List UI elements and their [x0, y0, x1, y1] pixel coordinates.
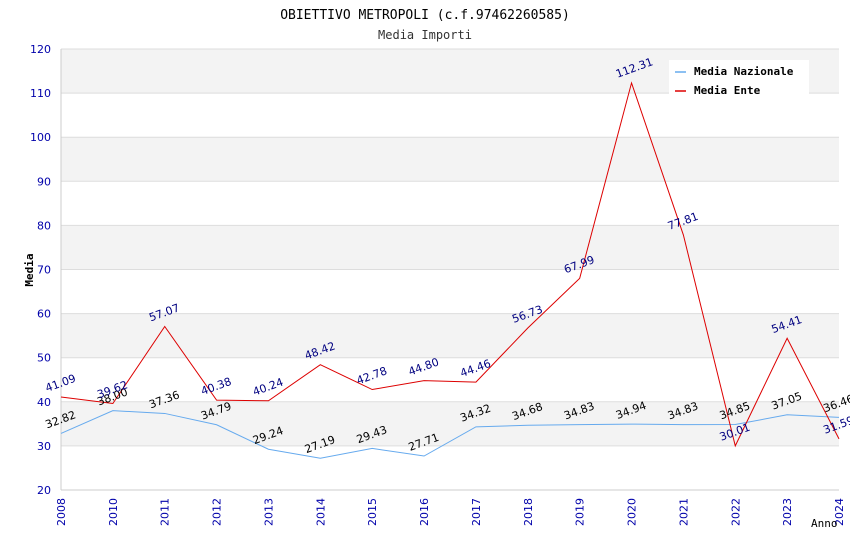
y-tick-label: 120: [30, 43, 51, 56]
y-axis-label: Media: [23, 253, 36, 286]
y-tick-label: 110: [30, 87, 51, 100]
x-tick-label: 2012: [211, 498, 224, 526]
x-tick-label: 2011: [159, 498, 172, 526]
plot-band: [61, 225, 839, 270]
x-tick-label: 2019: [574, 498, 587, 526]
x-tick-label: 2016: [418, 498, 431, 526]
plot-band: [61, 445, 839, 490]
x-tick-label: 2020: [626, 498, 639, 526]
x-tick-label: 2010: [107, 498, 120, 526]
y-tick-label: 70: [37, 264, 51, 277]
plot-band: [61, 137, 839, 182]
y-tick-label: 20: [37, 484, 51, 497]
legend-label-media-ente: Media Ente: [694, 84, 761, 97]
x-tick-label: 2021: [677, 498, 690, 526]
series-line-media-nazionale: [60, 410, 840, 459]
plot-band: [61, 181, 839, 226]
x-tick-label: 2013: [262, 498, 275, 526]
plot-band: [61, 357, 839, 402]
plot-band: [61, 269, 839, 314]
y-tick-label: 50: [37, 352, 51, 365]
chart-subtitle: Media Importi: [378, 28, 472, 42]
y-tick-label: 100: [30, 131, 51, 144]
legend: Media Nazionale Media Ente: [669, 60, 809, 100]
x-tick-label: 2024: [833, 498, 846, 526]
y-tick-label: 40: [37, 396, 51, 409]
plot-background: [61, 49, 839, 490]
y-tick-label: 80: [37, 219, 51, 232]
x-tick-label: 2022: [729, 498, 742, 526]
legend-box: [669, 60, 809, 100]
series-lines: [60, 81, 840, 459]
series-line-media-ente: [60, 81, 840, 448]
y-axis-ticks: 20 30 40 50 60 70 80 90 100 110 120: [30, 43, 51, 497]
y-tick-label: 90: [37, 175, 51, 188]
x-tick-label: 2008: [55, 498, 68, 526]
x-tick-label: 2015: [366, 498, 379, 526]
plot-band: [61, 313, 839, 358]
plot-band: [61, 401, 839, 446]
plot-band: [61, 93, 839, 138]
chart-title: OBIETTIVO METROPOLI (c.f.97462260585): [280, 8, 570, 23]
x-tick-label: 2018: [522, 498, 535, 526]
x-tick-label: 2023: [781, 498, 794, 526]
x-tick-label: 2017: [470, 498, 483, 526]
x-axis-ticks: 2008 2010 2011 2012 2013 2014 2015 2016 2017 2018…: [55, 498, 846, 526]
y-tick-label: 60: [37, 308, 51, 321]
x-axis-label: Anno: [811, 517, 838, 530]
y-tick-label: 30: [37, 440, 51, 453]
grid-lines: [60, 48, 839, 491]
legend-label-media-nazionale: Media Nazionale: [694, 65, 794, 78]
x-tick-label: 2014: [314, 498, 327, 526]
